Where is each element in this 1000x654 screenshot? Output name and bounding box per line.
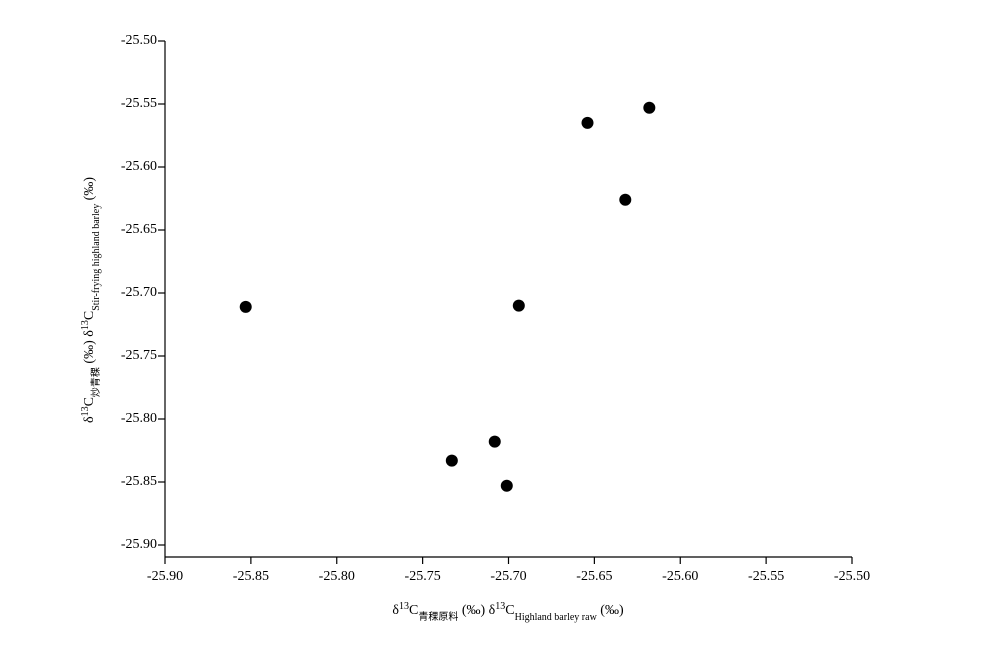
ylabel-part: 13 — [80, 320, 91, 330]
xlabel-part: δ — [392, 603, 399, 618]
point — [643, 101, 656, 114]
ylabel-part: 13 — [80, 406, 91, 416]
xlabel-part: (‰) — [597, 603, 624, 618]
ylabel-part: Stir-frying highland barley — [91, 204, 102, 311]
xlabel-title: δ13C青稞原料 (‰) δ13CHighland barley raw (‰) — [392, 601, 624, 623]
xlabel-part: C — [505, 603, 514, 618]
ylabel-part: C — [82, 397, 97, 406]
xlabel-part: 青稞原料 — [418, 610, 458, 623]
x-tick-label: -25.70 — [490, 569, 526, 584]
xlabel-part: Highland barley raw — [515, 612, 598, 623]
x-tick-label: -25.65 — [576, 569, 612, 584]
point — [488, 435, 501, 448]
y-tick-label: -25.80 — [121, 411, 157, 426]
y-tick-label: -25.55 — [121, 96, 157, 111]
y-tick-label: -25.60 — [121, 159, 157, 174]
y-tick-label: -25.65 — [121, 222, 157, 237]
y-tick-label: -25.50 — [121, 33, 157, 48]
ylabel-part: C — [82, 311, 97, 320]
x-tick-label: -25.50 — [834, 569, 870, 584]
x-tick-label: -25.80 — [319, 569, 355, 584]
y-tick-label: -25.90 — [121, 537, 157, 552]
x-tick-label: -25.60 — [662, 569, 698, 584]
ylabel-part: 炒青稞 — [89, 367, 102, 397]
point — [445, 454, 458, 467]
point — [512, 299, 525, 312]
x-tick-label: -25.85 — [233, 569, 269, 584]
point — [500, 479, 513, 492]
xlabel-part: (‰) δ — [458, 603, 495, 618]
y-tick-label: -25.75 — [121, 348, 157, 363]
xlabel-part: 13 — [495, 601, 505, 612]
y-tick-label: -25.85 — [121, 474, 157, 489]
x-tick-label: -25.75 — [405, 569, 441, 584]
xlabel-part: C — [409, 603, 418, 618]
x-tick-label: -25.90 — [147, 569, 183, 584]
ylabel-part: (‰) δ — [82, 330, 97, 367]
point — [239, 300, 252, 313]
ylabel-part: (‰) — [82, 177, 97, 204]
ylabel-part: δ — [82, 416, 97, 423]
xlabel-part: 13 — [399, 601, 409, 612]
point — [619, 193, 632, 206]
point — [581, 116, 594, 129]
y-tick-label: -25.70 — [121, 285, 157, 300]
ylabel-title: δ13C炒青稞 (‰) δ13CStir-frying highland bar… — [80, 177, 102, 423]
x-tick-label: -25.55 — [748, 569, 784, 584]
